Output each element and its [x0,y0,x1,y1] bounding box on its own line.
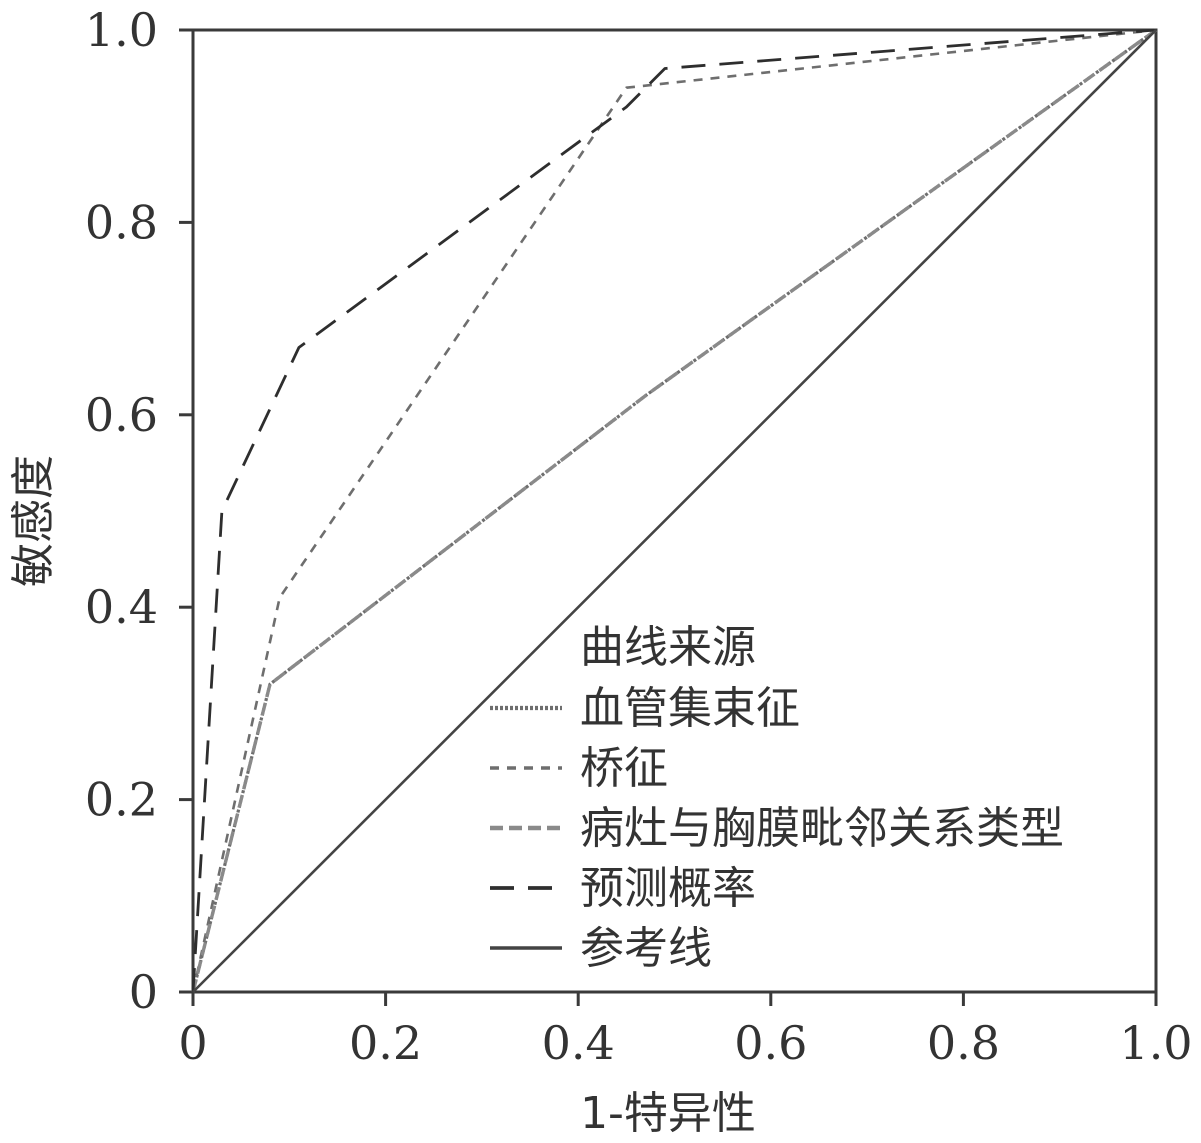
y-axis-title: 敏感度 [8,455,59,587]
x-axis-title: 1-特异性 [580,1088,756,1139]
x-tick-label: 0.8 [927,1016,1000,1070]
x-tick-label: 0.6 [734,1016,807,1070]
x-tick-label: 0.4 [542,1016,615,1070]
x-tick-label: 0 [178,1016,207,1070]
series-line-3 [191,28,1157,993]
series-lines [191,28,1157,993]
y-tick-label: 0.6 [85,388,158,442]
legend-label-1: 桥征 [580,743,668,794]
y-tick-label: 0.4 [85,580,158,634]
y-tick-label: 0.2 [85,773,158,827]
series-line-4 [192,29,1157,993]
legend-label-0: 血管集束征 [580,683,800,734]
legend-label-3: 预测概率 [580,863,756,914]
x-tick-label: 0.2 [349,1016,422,1070]
legend-label-2: 病灶与胸膜毗邻关系类型 [580,803,1064,854]
y-tick-label: 1.0 [85,3,158,57]
plot-frame [191,28,1158,994]
series-line-2 [191,28,1157,993]
axis-ticks: 0 0.2 0.4 0.6 0.8 1.0 0 0.2 0.4 0.6 0.8 1.0 [85,3,1193,1070]
y-tick-label: 0.8 [85,195,158,249]
legend-title: 曲线来源 [580,622,756,673]
x-tick-label: 1.0 [1119,1016,1192,1070]
legend-label-4: 参考线 [580,923,712,974]
y-tick-label: 0 [129,965,158,1019]
